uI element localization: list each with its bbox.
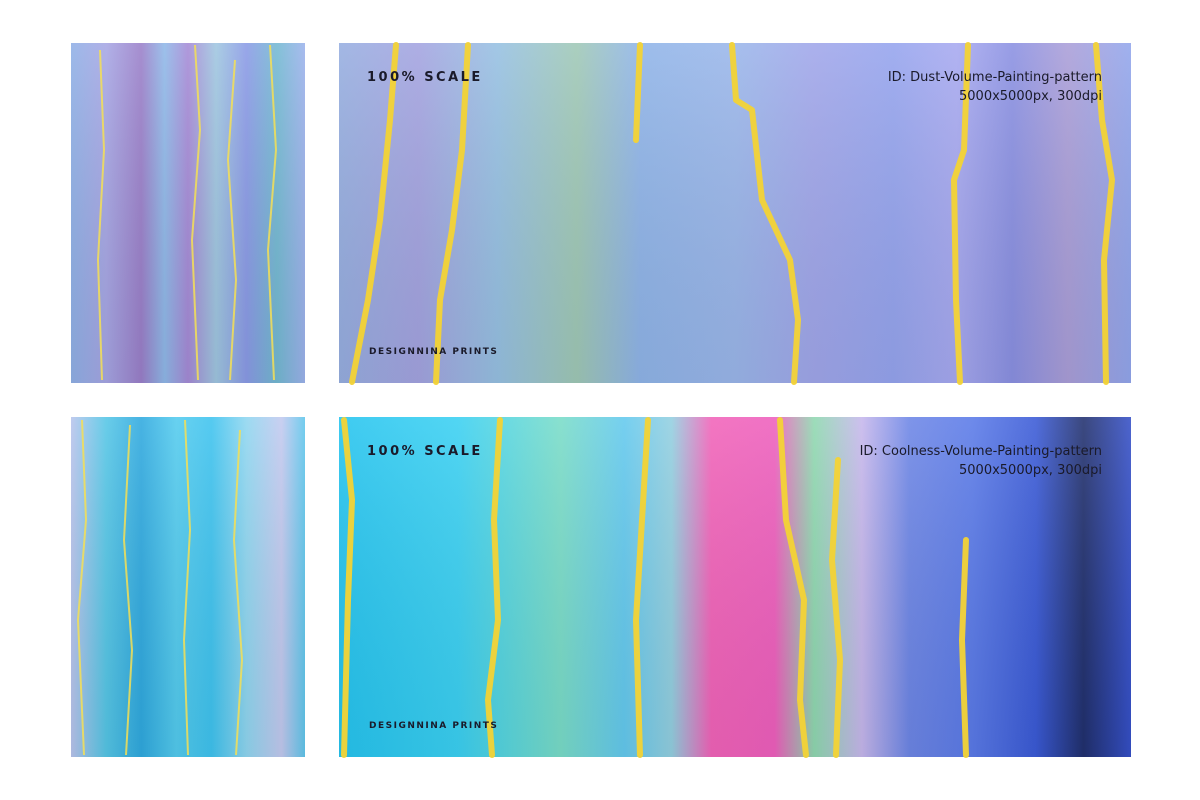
gold-veins [76,419,244,756]
resolution: 5000x5000px, 300dpi [959,463,1102,478]
pattern-id: ID: Dust-Volume-Painting-pattern [888,70,1102,85]
resolution: 5000x5000px, 300dpi [959,89,1102,104]
brand: DESIGNNINA PRINTS [369,721,498,731]
gold-veins [349,42,1115,385]
shading [71,43,305,383]
gold-veins [341,417,969,758]
shading [339,417,1131,757]
scale-label: 100% SCALE [367,70,483,85]
scale-label: 100% SCALE [367,444,483,459]
brand: DESIGNNINA PRINTS [369,347,498,357]
pattern-id: ID: Coolness-Volume-Painting-pattern [860,444,1102,459]
gold-veins [96,44,278,381]
